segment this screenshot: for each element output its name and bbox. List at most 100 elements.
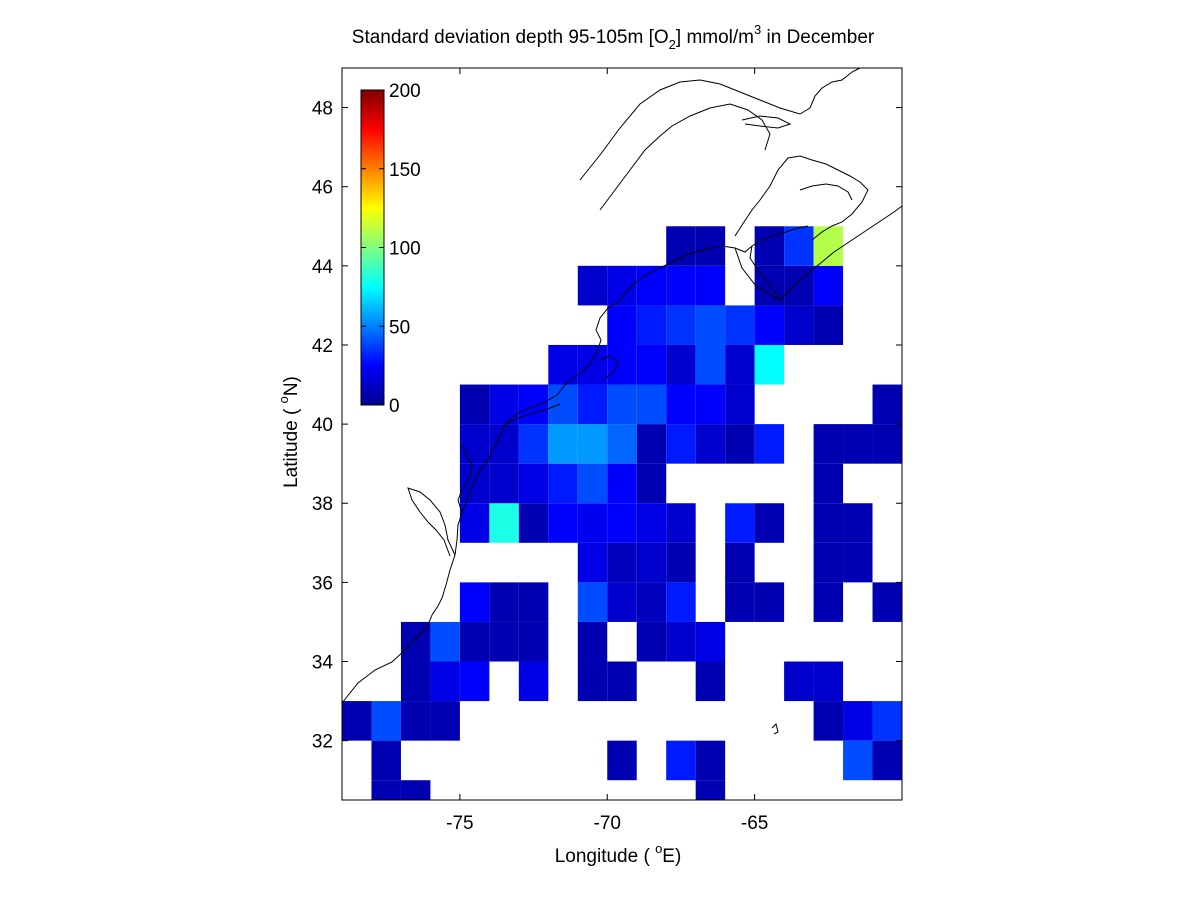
heatmap-cell	[430, 621, 460, 662]
x-axis-label: Longitude ( oE)	[555, 841, 682, 867]
heatmap-cell	[843, 424, 873, 464]
y-tick-label: 46	[312, 178, 333, 199]
heatmap-cell	[400, 661, 431, 702]
heatmap-cell	[695, 740, 726, 781]
heatmap-cell	[754, 226, 785, 266]
heatmap-cell	[577, 265, 608, 306]
heatmap-cell	[725, 384, 755, 425]
heatmap-cell	[607, 542, 637, 583]
heatmap-cell	[548, 344, 578, 385]
heatmap-cell	[459, 384, 490, 425]
heatmap-cell	[607, 305, 637, 345]
heatmap-cell	[725, 305, 755, 345]
heatmap-cell	[813, 661, 844, 702]
y-tick-label: 38	[312, 494, 333, 515]
heatmap-cell	[636, 424, 667, 464]
heatmap-cell	[695, 424, 726, 464]
heatmap-cell	[754, 582, 785, 622]
heatmap-cell	[784, 305, 814, 345]
heatmap-cell	[725, 542, 755, 583]
colorbar-tick-label: 100	[389, 239, 421, 260]
heatmap-cell	[813, 226, 844, 266]
heatmap-cell	[813, 424, 844, 464]
heatmap-cell	[666, 344, 696, 385]
heatmap-cell	[607, 344, 637, 385]
y-tick-label: 40	[312, 415, 333, 436]
heatmap-cell	[666, 384, 696, 425]
heatmap-cell	[695, 780, 726, 800]
heatmap-cell	[607, 384, 637, 425]
heatmap-cell	[518, 661, 549, 702]
heatmap-cell	[400, 780, 431, 800]
heatmap-cell	[695, 661, 726, 702]
heatmap-cell	[607, 424, 637, 464]
heatmap-cell	[518, 503, 549, 543]
coastline-pei	[799, 183, 853, 201]
heatmap-cell	[459, 621, 490, 662]
heatmap-cell	[518, 424, 549, 464]
heatmap-cell	[636, 344, 667, 385]
heatmap-cell	[371, 740, 401, 781]
heatmap-cell	[459, 424, 490, 464]
heatmap-cell	[607, 503, 637, 543]
heatmap-cells	[342, 226, 902, 800]
heatmap-cell	[666, 503, 696, 543]
heatmap-cell	[577, 621, 608, 662]
heatmap-cell	[489, 503, 519, 543]
colorbar-tick-label: 150	[389, 160, 421, 181]
heatmap-cell	[695, 621, 726, 662]
heatmap-cell	[518, 384, 549, 425]
heatmap-cell	[636, 542, 667, 583]
heatmap-cell	[872, 424, 902, 464]
heatmap-cell	[725, 503, 755, 543]
heatmap-cell	[636, 582, 667, 622]
y-tick-label: 48	[312, 99, 333, 120]
heatmap-cell	[754, 305, 785, 345]
heatmap-cell	[843, 740, 873, 781]
heatmap-cell	[754, 424, 785, 464]
heatmap-cell	[548, 424, 578, 464]
heatmap-cell	[666, 226, 696, 266]
plot-axes-frame	[341, 67, 903, 801]
y-tick-label: 42	[312, 336, 333, 357]
heatmap-cell	[489, 463, 519, 504]
heatmap-cell	[754, 344, 785, 385]
heatmap-cell	[459, 463, 490, 504]
heatmap-cell	[371, 701, 401, 741]
heatmap-cell	[430, 701, 460, 741]
heatmap-cell	[342, 701, 372, 741]
heatmap-cell	[725, 582, 755, 622]
heatmap-cell	[843, 542, 873, 583]
heatmap-cell	[577, 661, 608, 702]
heatmap-cell	[872, 701, 902, 741]
heatmap-cell	[459, 582, 490, 622]
coastline-st-lawrence-south	[599, 103, 771, 211]
heatmap-cell	[577, 542, 608, 583]
y-tick-label: 34	[312, 653, 334, 674]
heatmap-cell	[607, 740, 637, 781]
heatmap-cell	[577, 582, 608, 622]
heatmap-cell	[813, 503, 844, 543]
heatmap-cell	[577, 424, 608, 464]
heatmap-cell	[843, 701, 873, 741]
coastline-delaware	[457, 444, 473, 514]
coastline-nova-scotia	[779, 205, 903, 301]
heatmap-cell	[784, 226, 814, 266]
heatmap-cell	[636, 305, 667, 345]
coastline	[341, 67, 903, 735]
heatmap-cell	[843, 503, 873, 543]
heatmap-cell	[872, 740, 902, 781]
y-tick-label: 44	[312, 257, 334, 278]
y-axis-label: Latitude ( oN)	[276, 376, 302, 488]
heatmap-cell	[813, 305, 844, 345]
heatmap-cell	[607, 463, 637, 504]
heatmap-cell	[666, 740, 696, 781]
heatmap-cell	[784, 661, 814, 702]
heatmap-cell	[666, 265, 696, 306]
heatmap-cell	[518, 463, 549, 504]
heatmap-cell	[754, 503, 785, 543]
colorbar: 0 50 100 150 200	[360, 81, 421, 417]
heatmap-cell	[666, 621, 696, 662]
heatmap-cell	[400, 701, 431, 741]
